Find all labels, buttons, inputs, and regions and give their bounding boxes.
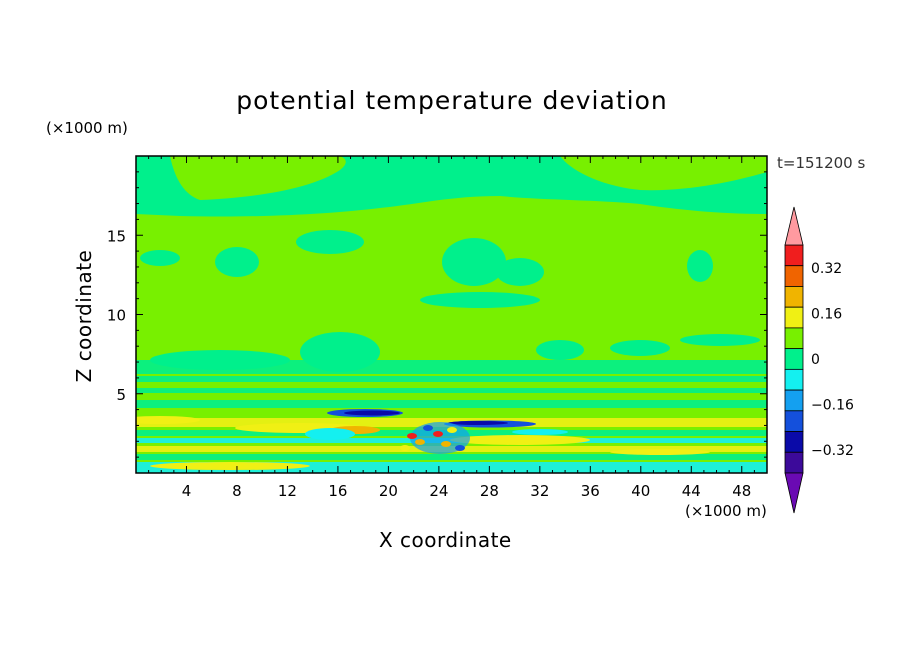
colorbar-segment bbox=[784, 327, 804, 350]
x-tick-label: 36 bbox=[581, 482, 600, 500]
cyan-patch bbox=[305, 428, 355, 440]
x-tick-label: 44 bbox=[682, 482, 701, 500]
layer-band bbox=[136, 454, 767, 460]
colorbar-segment bbox=[784, 306, 804, 329]
teal-patch bbox=[680, 334, 760, 346]
small-cell bbox=[415, 439, 425, 445]
y-axis-label: Z coordinate bbox=[72, 249, 96, 383]
layer-band bbox=[136, 376, 767, 382]
teal-patch bbox=[442, 238, 506, 286]
yellow-streak bbox=[150, 462, 310, 470]
layer-band bbox=[136, 400, 767, 408]
small-cell bbox=[423, 425, 433, 431]
small-cell bbox=[400, 445, 410, 451]
colorbar-segment bbox=[784, 348, 804, 370]
colorbar-segment bbox=[784, 265, 804, 287]
x-tick-label: 24 bbox=[429, 482, 448, 500]
colorbar-segment bbox=[784, 389, 804, 412]
green-lobe bbox=[170, 156, 346, 200]
teal-patch bbox=[420, 292, 540, 308]
layer-band bbox=[136, 360, 767, 374]
small-cell bbox=[447, 427, 457, 433]
colorbar-label: −0.32 bbox=[811, 443, 854, 459]
x-tick-label: 16 bbox=[328, 482, 347, 500]
cyan-patch bbox=[512, 429, 568, 435]
colorbar-segment bbox=[784, 368, 804, 391]
colorbar-segment bbox=[784, 431, 804, 453]
y-tick-label: 10 bbox=[107, 307, 126, 325]
teal-patch bbox=[687, 250, 713, 282]
colorbar-segment bbox=[784, 244, 804, 267]
teal-patch bbox=[140, 250, 180, 266]
x-tick-label: 40 bbox=[631, 482, 650, 500]
teal-patch bbox=[536, 340, 584, 360]
colorbar-segment bbox=[784, 451, 804, 474]
colorbar-min-arrow bbox=[784, 472, 804, 514]
x-tick-label: 48 bbox=[732, 482, 751, 500]
x-tick-label: 20 bbox=[379, 482, 398, 500]
time-label: t=151200 s bbox=[777, 154, 866, 172]
colorbar-label: 0.32 bbox=[811, 261, 842, 277]
yellow-streak bbox=[610, 449, 710, 455]
contour-field bbox=[136, 156, 767, 473]
x-unit-label: (×1000 m) bbox=[685, 502, 767, 520]
x-tick-label: 8 bbox=[232, 482, 242, 500]
x-tick-label: 28 bbox=[480, 482, 499, 500]
y-axis: 5 10 15 bbox=[107, 171, 767, 458]
layer-band bbox=[136, 462, 767, 473]
teal-patch bbox=[496, 258, 544, 286]
colorbar-label: 0 bbox=[811, 352, 820, 368]
x-tick-label: 4 bbox=[182, 482, 192, 500]
x-tick-label: 12 bbox=[278, 482, 297, 500]
green-lobe bbox=[560, 156, 767, 191]
teal-patch bbox=[215, 247, 259, 277]
y-tick-label: 5 bbox=[116, 386, 126, 404]
y-unit-label: (×1000 m) bbox=[46, 119, 128, 137]
navy-streak bbox=[344, 410, 400, 416]
x-axis-label: X coordinate bbox=[379, 528, 512, 552]
x-axis: 4 8 12 16 20 24 28 32 36 40 44 48 bbox=[148, 156, 755, 500]
colorbar-label: −0.16 bbox=[811, 398, 854, 414]
y-tick-label: 15 bbox=[107, 227, 126, 245]
layer-band bbox=[136, 388, 767, 393]
colorbar-segment bbox=[784, 410, 804, 432]
yellow-streak bbox=[450, 435, 590, 445]
navy-streak bbox=[448, 421, 508, 425]
colorbar-label: 0.16 bbox=[811, 306, 842, 322]
small-cell bbox=[433, 431, 443, 437]
small-cell bbox=[441, 441, 451, 447]
teal-patch bbox=[610, 340, 670, 356]
x-tick-label: 32 bbox=[530, 482, 549, 500]
colorbar-max-arrow bbox=[784, 206, 804, 246]
small-cell bbox=[455, 445, 465, 451]
colorbar-segment bbox=[784, 286, 804, 308]
teal-patch bbox=[296, 230, 364, 254]
yellow-streak bbox=[136, 416, 200, 424]
small-cell bbox=[407, 433, 417, 439]
colorbar: 0.32 0.16 0 −0.16 −0.32 bbox=[784, 206, 854, 514]
chart-title: potential temperature deviation bbox=[236, 86, 668, 115]
